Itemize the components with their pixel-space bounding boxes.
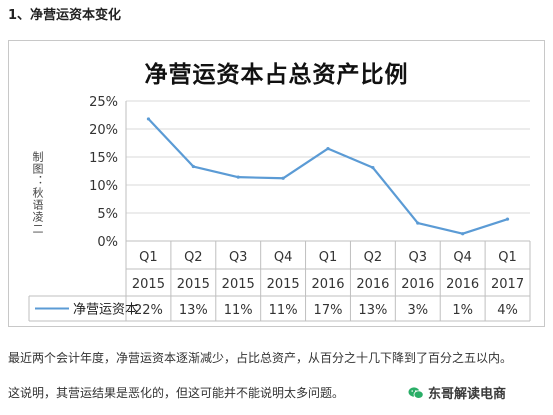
data-point [191, 164, 195, 169]
watermark-text: 东哥解读电商 [428, 387, 507, 402]
x-tick-year: 2016 [401, 277, 434, 292]
data-point [371, 166, 375, 170]
data-label: 17% [314, 303, 343, 318]
data-point [416, 221, 420, 225]
data-point [236, 175, 240, 179]
x-tick-year: 2016 [311, 277, 344, 292]
x-tick-quarter: Q4 [274, 250, 293, 265]
y-tick-label: 25% [89, 95, 118, 110]
data-label: 11% [269, 303, 298, 318]
y-tick-label: 5% [97, 207, 118, 222]
paragraph-summary: 最近两个会计年度，净营运资本逐渐减少，占比总资产，从百分之十几下降到了百分之五以… [8, 351, 513, 365]
x-tick-quarter: Q3 [409, 250, 428, 265]
y-tick-label: 20% [89, 123, 118, 138]
chart-title: 净营运资本占总资产比例 [144, 62, 409, 88]
data-label: 1% [452, 303, 473, 318]
data-point [326, 147, 330, 151]
data-label: 4% [497, 303, 518, 318]
data-label: 13% [179, 303, 208, 318]
x-tick-quarter: Q3 [229, 250, 248, 265]
y-tick-label: 15% [89, 151, 118, 166]
x-tick-year: 2015 [267, 277, 300, 292]
chart-frame: 净营运资本占总资产比例 制图：秋语凌二 0% 5% 10% 15% 20% 25% Q1 2… [8, 40, 545, 327]
chart-plot: 0% 5% 10% 15% 20% 25% Q1 2015 22% Q2 2015 13% Q3 201… [28, 95, 531, 322]
x-tick-quarter: Q4 [453, 250, 472, 265]
x-tick-quarter: Q1 [319, 250, 338, 265]
series-line [147, 118, 508, 235]
data-point [461, 232, 465, 236]
data-label: 22% [134, 303, 163, 318]
x-tick-year: 2016 [446, 277, 479, 292]
x-tick-quarter: Q1 [498, 250, 517, 265]
data-label: 13% [358, 303, 387, 318]
x-tick-year: 2017 [491, 277, 524, 292]
y-tick-label: 10% [89, 179, 118, 194]
section-heading: 1、净营运资本变化 [8, 8, 122, 23]
watermark: 东哥解读电商 [405, 382, 510, 403]
legend-label: 净营运资本 [73, 303, 138, 318]
x-tick-year: 2015 [132, 277, 165, 292]
wechat-logo-icon [408, 386, 424, 399]
data-label: 11% [224, 303, 253, 318]
data-label: 3% [407, 303, 428, 318]
x-tick-year: 2015 [177, 277, 210, 292]
y-tick-label: 0% [97, 235, 118, 250]
x-tick-year: 2016 [356, 277, 389, 292]
data-point [505, 217, 510, 221]
x-tick-year: 2015 [222, 277, 255, 292]
paragraph-conclusion: 这说明，其营运结果是恶化的，但这可能并不能说明太多问题。 [8, 386, 345, 400]
x-tick-quarter: Q2 [364, 250, 383, 265]
x-tick-quarter: Q1 [139, 250, 158, 265]
x-tick-quarter: Q2 [184, 250, 203, 265]
data-point [146, 117, 151, 121]
chart-credit: 制图：秋语凌二 [31, 151, 44, 235]
data-point [281, 176, 285, 180]
